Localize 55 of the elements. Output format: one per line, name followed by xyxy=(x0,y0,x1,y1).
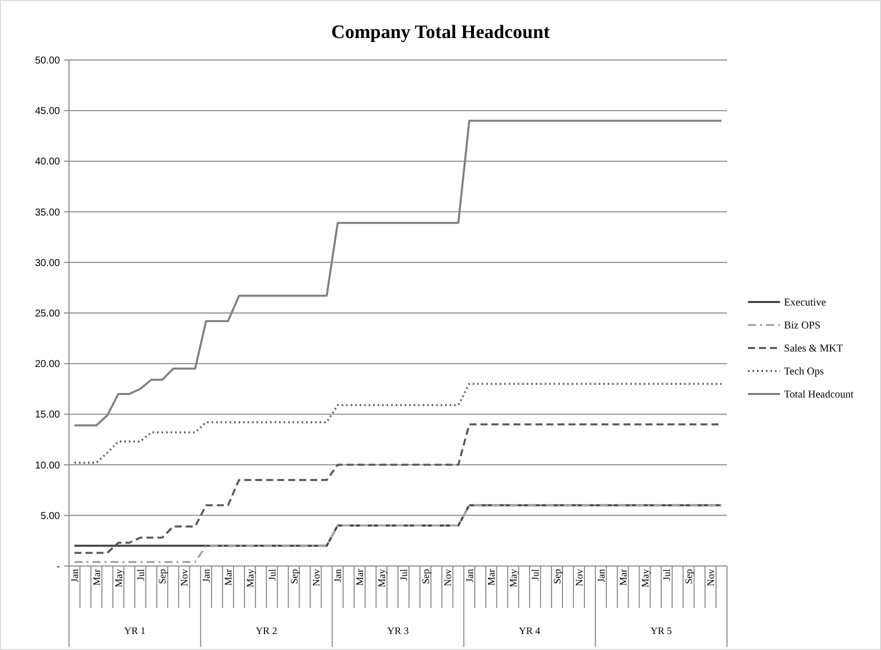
x-tick-label: Mar xyxy=(618,568,630,586)
x-tick-label: Mar xyxy=(92,568,103,586)
text: YR 4 xyxy=(518,626,540,637)
text: YR 1 xyxy=(124,626,146,637)
x-tick-label: Jul xyxy=(136,568,147,581)
x-tick-label: Jan xyxy=(70,569,81,582)
text: YR 5 xyxy=(650,626,672,637)
x-tick-label: Sep xyxy=(420,569,432,584)
x-tick-label: Sep xyxy=(684,569,696,584)
x-tick-label: May xyxy=(640,569,652,588)
x-tick-label: May xyxy=(245,569,256,588)
x-tick-label: Nov xyxy=(706,569,718,586)
line-series xyxy=(73,504,723,563)
y-tick-label: 25.00 xyxy=(34,308,60,320)
line-series xyxy=(73,120,723,426)
x-tick-label: Nov xyxy=(442,569,454,586)
x-tick-label: Jan xyxy=(596,569,608,582)
y-tick-label: 35.00 xyxy=(34,207,60,218)
text: YR 2 xyxy=(256,626,278,637)
x-tick-label: Jan xyxy=(464,569,476,582)
x-tick-label: Jul xyxy=(398,568,410,581)
x-tick-label: May xyxy=(114,569,125,588)
chart-title: Company Total Headcount xyxy=(331,22,550,43)
text: YR 3 xyxy=(387,626,409,637)
legend-label: Sales & MKT xyxy=(784,344,844,355)
legend-label: Executive xyxy=(784,298,826,309)
y-tick-label: 5.00 xyxy=(40,510,60,522)
x-tick-label: Sep xyxy=(158,569,169,584)
x-tick-label: Mar xyxy=(355,568,366,586)
x-tick-label: May xyxy=(377,569,388,588)
line-series xyxy=(73,382,723,464)
x-tick-label: Sep xyxy=(289,569,300,584)
x-tick-label: Jan xyxy=(202,569,213,582)
legend-label: Biz OPS xyxy=(784,320,821,332)
y-tick-label: 10.00 xyxy=(34,460,60,472)
y-tick-label: 50.00 xyxy=(34,56,60,66)
y-tick-label: 40.00 xyxy=(34,156,60,168)
x-tick-label: Jul xyxy=(530,568,542,581)
y-tick-label: 30.00 xyxy=(34,258,60,269)
x-tick-label: May xyxy=(508,569,520,588)
x-tick-label: Sep xyxy=(552,569,564,584)
legend-label: Total Headcount xyxy=(784,390,854,401)
y-tick-label: 15.00 xyxy=(34,410,60,421)
x-tick-label: Mar xyxy=(224,568,235,586)
y-tick-label: 20.00 xyxy=(34,359,60,370)
x-tick-label: Mar xyxy=(486,568,498,586)
legend-label: Tech Ops xyxy=(784,366,824,378)
x-tick-label: Jan xyxy=(333,569,344,582)
x-tick-label: Nov xyxy=(311,569,322,586)
y-tick-label: 45.00 xyxy=(34,106,60,118)
x-tick-label: Nov xyxy=(180,569,191,586)
y-tick-label: - xyxy=(56,562,60,572)
x-tick-label: Jul xyxy=(267,568,278,581)
x-tick-label: Jul xyxy=(662,568,674,581)
x-tick-label: Nov xyxy=(574,569,586,586)
